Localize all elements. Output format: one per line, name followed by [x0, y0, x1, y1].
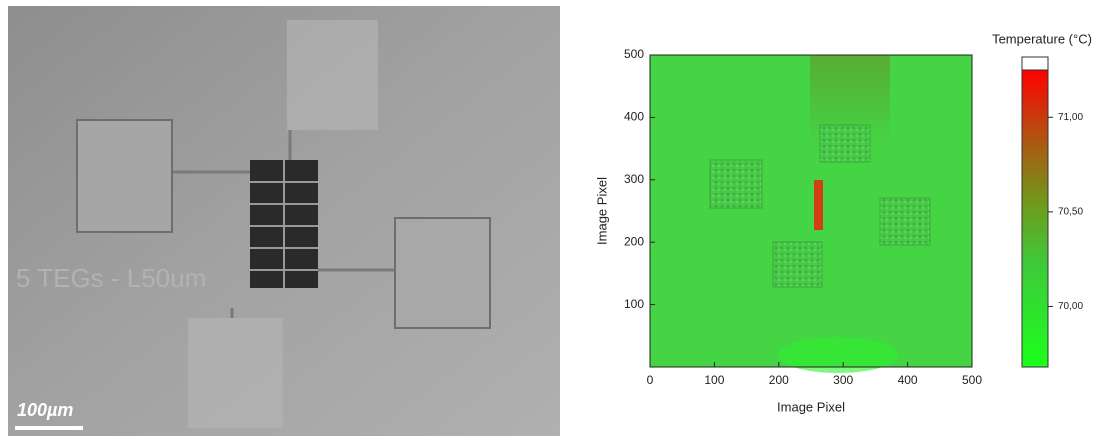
- x-tick-label: 300: [833, 373, 853, 387]
- x-tick-label: 500: [962, 373, 982, 387]
- y-tick-label: 400: [624, 110, 644, 124]
- colorbar: [1021, 69, 1049, 368]
- x-tick-label: 0: [647, 373, 654, 387]
- scale-bar-label: 100µm: [17, 400, 73, 420]
- colorbar-tick-label: 71,00: [1058, 112, 1083, 123]
- overlay-text: 5 TEGs - L50um: [16, 263, 206, 293]
- y-tick-label: 100: [624, 297, 644, 311]
- heatmap: [650, 55, 972, 373]
- colorbar-tick-label: 70,50: [1058, 207, 1083, 218]
- y-tick-label: 300: [624, 172, 644, 186]
- x-tick-label: 200: [769, 373, 789, 387]
- colorbar-title: Temperature (°C): [992, 31, 1092, 46]
- y-axis-label: Image Pixel: [594, 177, 609, 245]
- y-tick-label: 500: [624, 47, 644, 61]
- x-axis-label: Image Pixel: [777, 399, 845, 414]
- colorbar-tick-label: 70,00: [1058, 301, 1083, 312]
- x-tick-label: 100: [704, 373, 724, 387]
- plot-frame: [649, 54, 973, 368]
- sem-image: 5 TEGs - L50um 100µm: [8, 6, 560, 436]
- x-tick-label: 400: [898, 373, 918, 387]
- y-tick-label: 200: [624, 234, 644, 248]
